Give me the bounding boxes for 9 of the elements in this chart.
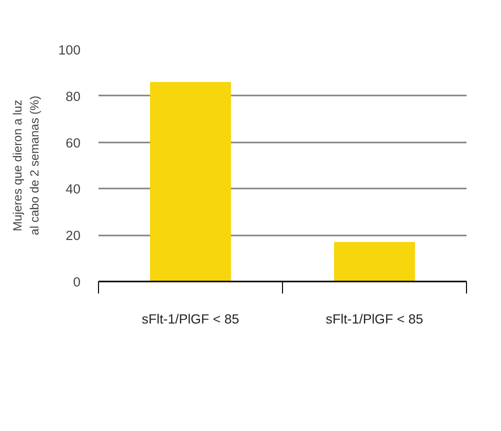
y-tick-label: 20	[66, 228, 81, 244]
y-tick-label: 40	[66, 182, 81, 197]
y-tick-label: 0	[73, 274, 81, 290]
x-tick-label: sFlt-1/PlGF < 85	[142, 312, 240, 326]
y-tick-label: 80	[66, 88, 81, 104]
x-tick-label: sFlt-1/PlGF < 85	[326, 312, 424, 326]
y-tick-label: 100	[58, 42, 81, 58]
y-axis-title: Mujeres que dieron a luz al cabo de 2 semanas (%)	[10, 96, 42, 236]
y-tick-label: 60	[66, 135, 81, 150]
